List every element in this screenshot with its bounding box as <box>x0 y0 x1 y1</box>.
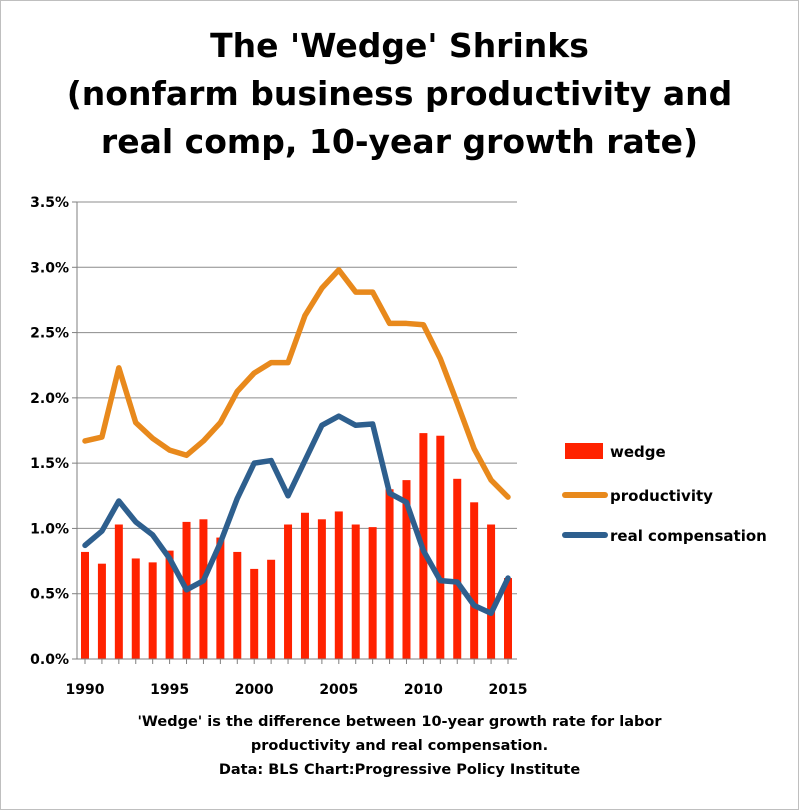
chart-title-line-3: real comp, 10-year growth rate) <box>100 122 699 161</box>
x-tick-label: 1995 <box>150 682 189 698</box>
legend-label-real-compensation: real compensation <box>610 527 767 545</box>
footer-line-3: Data: BLS Chart:Progressive Policy Insti… <box>218 762 581 778</box>
axes <box>72 201 517 664</box>
legend-swatch-wedge <box>565 443 603 459</box>
productivity-line <box>82 267 511 500</box>
wedge-bar <box>165 550 174 659</box>
footer-line-1: 'Wedge' is the difference between 10-yea… <box>137 714 662 730</box>
series-lines <box>82 267 511 617</box>
wedge-bar <box>97 563 106 659</box>
wedge-bar <box>114 524 123 659</box>
y-tick-label: 1.5% <box>30 456 69 472</box>
x-tick-label: 2015 <box>489 682 528 698</box>
wedge-bar <box>402 480 411 659</box>
wedge-bar <box>267 559 276 659</box>
wedge-bar <box>504 578 512 659</box>
footer-line-2: productivity and real compensation. <box>250 738 549 754</box>
wedge-bar <box>300 512 309 659</box>
wedge-bar <box>131 558 140 659</box>
y-tick-label: 3.5% <box>30 195 69 211</box>
wedge-bar <box>81 551 89 659</box>
wedge-bar <box>351 524 360 659</box>
wedge-bar <box>470 502 479 659</box>
y-tick-label: 0.0% <box>30 652 69 668</box>
real-compensation-line <box>82 413 511 617</box>
wedge-bar <box>284 524 293 659</box>
wedge-bars <box>81 433 512 659</box>
wedge-bar <box>216 537 225 659</box>
gridlines <box>77 201 517 595</box>
chart-title-line-2: (nonfarm business productivity and <box>66 74 733 113</box>
wedge-bar <box>148 562 157 659</box>
x-tick-label: 2000 <box>235 682 274 698</box>
chart-title-line-1: The 'Wedge' Shrinks <box>210 26 589 65</box>
x-tick-label: 1990 <box>66 682 105 698</box>
x-tick-label: 2005 <box>319 682 358 698</box>
wedge-bar <box>385 489 394 659</box>
wedge-bar <box>487 524 496 659</box>
wedge-bar <box>199 519 208 659</box>
wedge-bar <box>436 435 445 659</box>
legend: wedge productivity real compensation <box>562 443 767 545</box>
wedge-bar <box>368 527 377 659</box>
x-tick-label: 2010 <box>404 682 443 698</box>
wedge-bar <box>250 568 259 659</box>
wedge-bar <box>453 478 462 659</box>
wedge-bar <box>317 519 326 659</box>
wedge-bar <box>334 511 343 659</box>
legend-label-wedge: wedge <box>610 443 666 461</box>
y-tick-label: 1.0% <box>30 521 69 537</box>
y-tick-label: 3.0% <box>30 260 69 276</box>
y-tick-label: 0.5% <box>30 587 69 603</box>
chart-title: The 'Wedge' Shrinks (nonfarm business pr… <box>0 22 799 166</box>
tick-labels: 0.0% 0.5% 1.0% 1.5% 2.0% 2.5% 3.0% 3.5% 1990 1995… <box>30 195 527 698</box>
y-tick-label: 2.5% <box>30 326 69 342</box>
y-tick-label: 2.0% <box>30 391 69 407</box>
chart-footer: 'Wedge' is the difference between 10-yea… <box>0 710 799 782</box>
legend-label-productivity: productivity <box>610 487 713 505</box>
wedge-bar <box>233 551 242 659</box>
